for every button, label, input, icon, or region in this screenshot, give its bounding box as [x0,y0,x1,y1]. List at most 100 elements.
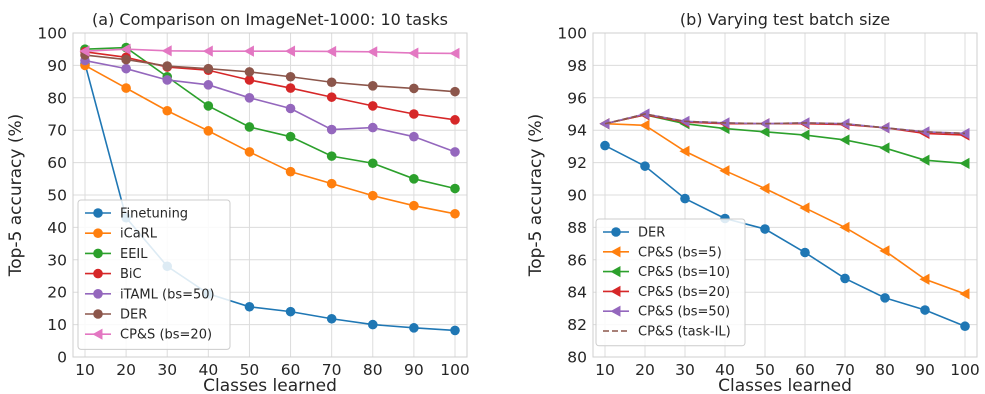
data-point [203,101,214,111]
x-tick-label: 80 [875,361,895,379]
data-point [960,321,970,332]
legend-marker [93,248,103,259]
chart-panel-a: 0 10 20 30 40 50 60 70 80 90 100 10 20 30 40 50 60 70 80 90… [6,10,470,394]
data-point [326,77,337,88]
data-point [959,157,970,170]
series-line [604,144,966,327]
legend-item: CP&S (bs=20) [85,328,212,343]
y-tick-label: 94 [567,122,587,140]
series-cp-s-bs-5- [599,118,970,300]
plot-frame [592,32,978,358]
data-point [203,126,214,136]
data-point [919,273,930,285]
data-point [162,61,173,71]
y-tick-label: 90 [47,57,67,75]
series-der [80,50,460,97]
legend-label: CP&S (bs=50) [638,305,730,320]
legend-marker [611,227,621,237]
data-point [203,63,214,74]
x-axis-label: Classes learned [718,376,852,394]
x-tick-label: 40 [198,361,218,379]
data-point [919,154,930,166]
data-point [450,183,460,194]
y-tick-label: 80 [47,89,67,107]
chart-panel-b: 80 82 84 86 88 90 92 94 96 98 100 10 20 30 40 50 60 70 80 9… [526,10,980,394]
data-point [244,147,255,157]
data-point [326,151,337,161]
data-point [285,103,296,114]
data-point [450,115,460,125]
data-point [367,122,378,133]
legend: Finetuning iCaRL EEIL BiC iTAML (bs=50) DER CP… [77,199,231,350]
x-tick-label: 50 [240,361,260,379]
legend-marker [92,328,103,340]
legend-item: CP&S (task-IL) [603,325,731,340]
data-point [121,63,131,74]
data-point [244,301,255,312]
legend-marker [610,285,621,297]
x-tick-label: 70 [322,361,342,379]
data-point [367,190,378,201]
legend-item: CP&S (bs=20) [603,285,730,300]
y-tick-label: 20 [47,284,67,302]
data-point [450,86,460,97]
data-point [244,75,255,85]
data-point [879,245,890,257]
y-tick-label: 98 [567,57,587,75]
x-tick-label: 10 [595,361,615,379]
data-point [719,165,730,177]
data-point [244,67,255,77]
data-point [244,122,255,132]
y-tick-label: 82 [567,316,587,334]
legend-marker [93,228,103,238]
data-point [800,247,810,258]
y-axis-label: Top-5 accuracy (%) [526,114,546,278]
data-point [759,118,770,130]
data-point [839,118,850,130]
data-point [409,323,419,333]
x-tick-label: 30 [157,361,177,379]
data-point [449,47,460,60]
data-point [799,129,810,141]
plot-frame [72,32,468,358]
data-point [600,140,610,151]
legend-box [77,199,231,350]
y-tick-label: 84 [567,284,587,302]
legend-label: CP&S (bs=20) [120,328,212,343]
legend-marker [93,208,103,218]
data-point [326,178,337,189]
data-point [121,54,131,65]
y-axis-label: Top-5 accuracy (%) [6,114,26,278]
legend-marker [610,246,621,258]
x-tick-label: 40 [715,361,735,379]
x-tick-label: 30 [675,361,695,379]
legend-marker [93,309,103,319]
legend-item: DER [85,308,147,323]
series-cp-s-bs-20- [599,109,970,141]
x-tick-label: 90 [915,361,935,379]
y-tick-label: 100 [557,25,587,43]
data-point [450,147,460,157]
legend-label: iCaRL [120,227,158,242]
series-line [604,113,966,136]
y-tick-label: 0 [57,349,67,367]
legend-item: iCaRL [85,227,158,242]
data-point [760,224,770,234]
legend-label: BiC [120,267,142,282]
data-point [839,134,850,146]
y-tick-label: 92 [567,154,587,172]
x-tick-label: 100 [950,361,980,379]
series-bic [80,46,460,125]
legend-label: CP&S (bs=10) [638,265,730,280]
y-tick-label: 96 [567,89,587,107]
legend-item: CP&S (bs=5) [603,245,722,260]
y-tick-label: 30 [47,251,67,269]
legend-item: iTAML (bs=50) [85,287,215,302]
data-point [409,83,419,94]
y-tick-label: 60 [47,154,67,172]
chart-title: (a) Comparison on ImageNet-1000: 10 task… [92,10,448,29]
x-axis-label: Classes learned [203,376,337,394]
legend-label: DER [638,226,665,241]
data-point [121,83,131,93]
legend-item: EEIL [85,247,148,262]
